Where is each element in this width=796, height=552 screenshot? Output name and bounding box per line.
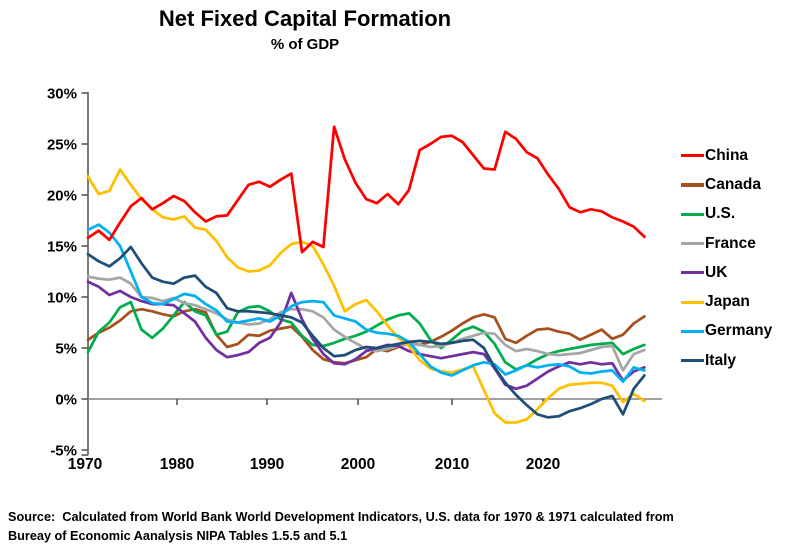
series-line-germany (86, 223, 646, 384)
source-line-1: Source: Calculated from World Bank World… (8, 510, 674, 524)
legend-label-japan: Japan (705, 293, 750, 311)
series-line-canada (86, 307, 646, 365)
x-tick-label: 2000 (341, 456, 375, 473)
x-tick-label: 1970 (68, 456, 102, 473)
series-line-japan (86, 168, 646, 424)
legend-item-italy: Italy (681, 346, 772, 375)
x-tick-label: 2020 (526, 456, 560, 473)
y-tick-label: -5% (50, 443, 77, 460)
legend-label-italy: Italy (705, 351, 737, 369)
legend-line-swatch-uk (681, 271, 704, 275)
legend-label-france: France (705, 234, 756, 252)
legend-item-france: France (681, 229, 772, 258)
y-tick-label: 0% (55, 392, 77, 409)
series-line-us (86, 300, 646, 371)
x-tick-label: 1990 (250, 456, 284, 473)
legend-line-swatch-china (681, 154, 704, 158)
series-line-china (86, 125, 646, 254)
legend-item-us: U.S. (681, 200, 772, 229)
series-line-france (86, 275, 646, 372)
legend-item-japan: Japan (681, 287, 772, 316)
y-tick-label: 5% (55, 341, 77, 358)
legend-label-uk: UK (705, 263, 728, 281)
legend-line-swatch-germany (681, 329, 704, 334)
legend-item-canada: Canada (681, 170, 772, 199)
legend: China Canada U.S. France UK Japan Germany Italy (681, 141, 772, 375)
legend-label-germany: Germany (705, 322, 773, 340)
x-tick-label: 1980 (160, 456, 194, 473)
legend-line-swatch-france (681, 241, 704, 246)
legend-line-swatch-canada (681, 183, 704, 187)
chart-title: Net Fixed Capital Formation (158, 6, 452, 31)
y-tick-label: 20% (47, 188, 77, 205)
y-tick-label: 25% (47, 137, 77, 154)
series-line-uk (86, 280, 646, 391)
legend-label-us: U.S. (705, 205, 736, 223)
chart-subtitle: % of GDP (270, 36, 340, 53)
legend-item-china: China (681, 141, 772, 170)
y-tick-label: 15% (47, 239, 77, 256)
legend-line-swatch-japan (681, 300, 704, 304)
legend-label-canada: Canada (705, 175, 761, 193)
legend-line-swatch-italy (681, 359, 704, 363)
legend-item-uk: UK (681, 258, 772, 287)
legend-label-china: China (705, 146, 749, 164)
legend-line-swatch-us (681, 212, 704, 216)
y-tick-label: 30% (47, 86, 77, 103)
source-note: Source: Calculated from World Bank World… (8, 508, 674, 546)
y-tick-label: 10% (47, 290, 77, 307)
legend-item-germany: Germany (681, 317, 772, 346)
series-line-italy (86, 245, 646, 419)
source-line-2: Bureay of Economic Aanalysis NIPA Tables… (8, 529, 348, 543)
x-tick-label: 2010 (435, 456, 469, 473)
